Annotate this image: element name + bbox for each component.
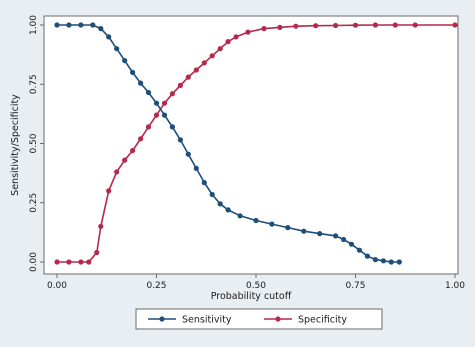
data-point-sensitivity [114, 46, 120, 52]
data-point-specificity [452, 22, 458, 28]
y-tick-label: 1.00 [29, 15, 39, 35]
y-tick-label: 0.00 [29, 252, 39, 272]
data-point-specificity [261, 26, 267, 32]
series-line-specificity [57, 24, 455, 263]
data-point-specificity [245, 29, 251, 35]
data-point-sensitivity [106, 34, 112, 40]
data-point-specificity [392, 22, 398, 28]
data-point-specificity [106, 188, 112, 194]
y-tick-label: 0.25 [29, 193, 39, 213]
data-point-specificity [225, 39, 231, 45]
data-point-specificity [66, 259, 72, 265]
data-point-specificity [145, 124, 152, 130]
data-point-sensitivity [253, 217, 259, 224]
data-point-sensitivity [396, 259, 402, 265]
x-tick-label: 0.25 [146, 281, 166, 291]
data-point-specificity [201, 60, 207, 66]
data-point-sensitivity [169, 124, 175, 130]
data-point-specificity [313, 23, 319, 29]
y-tick-label: 0.75 [29, 74, 39, 94]
legend-specificity-marker [275, 316, 281, 322]
data-point-sensitivity [225, 207, 231, 213]
data-point-specificity [193, 67, 199, 73]
data-point-specificity [412, 22, 418, 28]
data-point-sensitivity [78, 22, 84, 28]
data-point-sensitivity [54, 22, 60, 28]
data-point-sensitivity [122, 58, 128, 64]
data-point-sensitivity [201, 180, 207, 186]
data-point-specificity [177, 82, 183, 88]
data-point-sensitivity [209, 191, 215, 198]
data-point-specificity [54, 259, 60, 265]
data-point-specificity [130, 148, 136, 154]
data-point-sensitivity [130, 69, 136, 75]
data-point-specificity [333, 22, 339, 29]
series-sensitivity [54, 22, 402, 265]
data-point-sensitivity [341, 236, 347, 243]
data-point-sensitivity [177, 137, 183, 143]
data-point-sensitivity [356, 247, 363, 253]
legend-sensitivity-marker [159, 316, 165, 322]
data-point-sensitivity [380, 258, 386, 264]
data-point-specificity [233, 34, 239, 40]
axis-ticks: 0.00 0.25 0.50 0.75 1.00 0.00 0.25 0.50 0.75 1.00 [29, 15, 465, 291]
legend: Sensitivity Specificity [135, 308, 383, 330]
data-point-sensitivity [90, 22, 96, 28]
data-point-specificity [98, 223, 104, 229]
series-specificity [54, 22, 458, 265]
data-point-sensitivity [145, 89, 152, 96]
data-point-sensitivity [333, 233, 339, 239]
data-point-sensitivity [237, 213, 243, 219]
legend-specificity-label: Specificity [298, 315, 347, 326]
data-point-specificity [209, 53, 215, 59]
data-point-specificity [277, 24, 283, 30]
y-tick-label: 0.50 [29, 133, 39, 153]
data-point-specificity [161, 100, 168, 106]
data-point-sensitivity [388, 259, 394, 265]
data-point-sensitivity [153, 100, 160, 106]
data-point-sensitivity [301, 228, 307, 234]
x-tick-label: 1.00 [445, 281, 465, 291]
data-point-specificity [185, 74, 191, 80]
data-point-sensitivity [161, 112, 168, 118]
x-tick-label: 0.50 [246, 281, 266, 291]
x-tick-label: 0.75 [345, 281, 365, 291]
data-point-sensitivity [285, 225, 291, 231]
legend-sensitivity-label: Sensitivity [182, 315, 232, 326]
data-point-sensitivity [364, 253, 370, 259]
data-point-specificity [122, 157, 128, 163]
data-point-specificity [169, 91, 175, 97]
data-point-specificity [86, 259, 92, 265]
plot-area [43, 15, 459, 275]
data-point-sensitivity [66, 22, 72, 28]
data-point-sensitivity [269, 221, 275, 227]
data-point-sensitivity [217, 201, 223, 207]
data-point-specificity [94, 249, 100, 256]
data-point-sensitivity [138, 80, 144, 86]
y-axis-title: Sensitivity/Specificity [10, 94, 21, 196]
data-point-specificity [138, 136, 144, 142]
data-point-sensitivity [98, 26, 104, 32]
data-point-specificity [114, 169, 120, 175]
data-point-specificity [352, 22, 359, 28]
data-point-sensitivity [193, 165, 199, 171]
data-point-specificity [153, 112, 160, 118]
x-tick-label: 0.00 [47, 281, 67, 291]
data-point-sensitivity [372, 257, 378, 263]
data-point-specificity [217, 46, 223, 52]
data-point-specificity [372, 22, 378, 28]
data-point-specificity [293, 23, 299, 29]
legend-box [135, 308, 383, 330]
series-layer [54, 22, 458, 265]
data-point-specificity [78, 259, 84, 265]
data-point-sensitivity [348, 241, 355, 247]
data-point-sensitivity [185, 151, 191, 157]
x-axis-title: Probability cutoff [211, 291, 292, 302]
data-point-sensitivity [317, 231, 323, 237]
